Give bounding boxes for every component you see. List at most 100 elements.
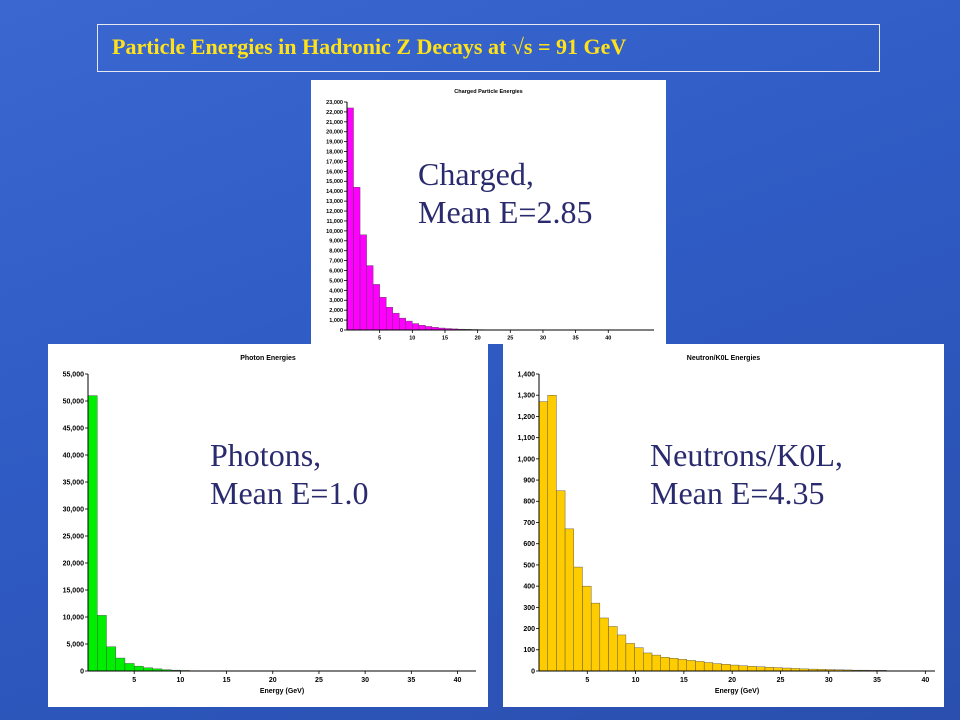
- chart0-bar: [366, 265, 374, 331]
- neutrons-annotation: Neutrons/K0L, Mean E=4.35: [650, 436, 843, 512]
- chart0-y-tick-label: 12,000: [326, 209, 343, 215]
- chart0-bar: [346, 107, 354, 331]
- chart0-bar: [385, 306, 393, 331]
- chart2-y-tick-label: 1,400: [517, 371, 535, 378]
- chart1-y-tick-label: 0: [80, 668, 84, 675]
- chart0-y-tick-label: 18,000: [326, 149, 343, 155]
- chart2-bar: [617, 634, 627, 672]
- slide-title-box: Particle Energies in Hadronic Z Decays a…: [97, 24, 880, 72]
- chart0-y-tick-label: 21,000: [326, 120, 343, 126]
- chart2-bar: [651, 654, 661, 672]
- chart0-y-tick-label: 3,000: [329, 298, 343, 304]
- photon-histogram: Photon Energies 0 5,000 10,000 15,000 20,000 2…: [63, 355, 476, 695]
- chart2-y-tick-label: 1,000: [517, 456, 535, 463]
- chart0-y-tick-label: 5,000: [329, 278, 343, 284]
- chart2-bar: [756, 666, 766, 672]
- chart0-y-tick-label: 22,000: [326, 110, 343, 116]
- chart0-x-tick-label: 15: [442, 336, 448, 342]
- chart2-y-tick-label: 900: [523, 478, 535, 485]
- chart2-y-tick-label: 400: [523, 584, 535, 591]
- chart0-x-tick-label: 5: [378, 336, 381, 342]
- photons-annotation-line1: Photons,: [210, 437, 322, 473]
- chart0-y-tick-label: 19,000: [326, 140, 343, 146]
- chart2-bar: [677, 659, 687, 672]
- chart1-bar: [106, 646, 116, 672]
- neutrons-annotation-line1: Neutrons/K0L,: [650, 437, 843, 473]
- chart2-x-tick-label: 40: [921, 677, 929, 684]
- chart0-y-tick-label: 0: [340, 328, 343, 334]
- chart0-y-tick-label: 14,000: [326, 189, 343, 195]
- chart0-bar: [405, 320, 413, 331]
- chart1-y-tick-label: 50,000: [63, 398, 85, 405]
- chart1-bar: [133, 665, 144, 672]
- chart2-x-tick-label: 35: [873, 677, 881, 684]
- chart0-y-tick-label: 1,000: [329, 318, 343, 324]
- chart1-title: Photon Energies: [240, 355, 296, 362]
- chart2-x-tick-label: 10: [632, 677, 640, 684]
- chart1-y-tick-label: 40,000: [63, 452, 85, 459]
- chart1-x-tick-label: 5: [132, 677, 136, 684]
- chart2-y-tick-label: 1,300: [517, 393, 535, 400]
- chart0-x-tick-label: 25: [507, 336, 513, 342]
- chart1-x-tick-label: 10: [176, 677, 184, 684]
- chart2-bar: [538, 401, 548, 672]
- chart0-bar: [379, 297, 387, 331]
- charged-histogram: Charged Particle Energies 0 1,000 2,000 3,00…: [326, 89, 654, 342]
- chart0-y-tick-label: 6,000: [329, 268, 343, 274]
- chart2-bar: [660, 657, 670, 672]
- chart2-x-tick-label: 20: [728, 677, 736, 684]
- chart0-title: Charged Particle Energies: [454, 89, 522, 95]
- chart2-y-tick-label: 100: [523, 647, 535, 654]
- chart0-y-tick-label: 2,000: [329, 308, 343, 314]
- chart2-title: Neutron/K0L Energies: [687, 355, 760, 362]
- chart2-bar: [669, 658, 679, 672]
- chart2-y-tick-label: 1,200: [517, 414, 535, 421]
- chart2-y-tick-label: 600: [523, 541, 535, 548]
- chart0-y-tick-label: 9,000: [329, 239, 343, 245]
- chart2-x-label: Energy (GeV): [715, 688, 759, 695]
- chart2-bar: [747, 666, 757, 672]
- chart2-y-tick-label: 1,100: [517, 435, 535, 442]
- chart1-y-tick-label: 10,000: [63, 614, 85, 621]
- charged-chart-panel: Charged Particle Energies 0 1,000 2,000 3,00…: [311, 80, 666, 344]
- chart1-x-tick-label: 25: [315, 677, 323, 684]
- chart0-x-tick-label: 35: [573, 336, 579, 342]
- chart2-bar: [773, 667, 783, 672]
- chart1-y-tick-label: 55,000: [63, 371, 85, 378]
- chart2-bar: [643, 652, 653, 672]
- chart2-bar: [547, 395, 557, 672]
- chart2-bar: [764, 666, 774, 672]
- chart2-x-tick-label: 30: [825, 677, 833, 684]
- chart2-bar: [564, 528, 574, 672]
- chart0-y-tick-label: 11,000: [326, 219, 343, 225]
- chart1-bar: [87, 395, 98, 672]
- chart1-x-tick-label: 30: [361, 677, 369, 684]
- chart2-bar: [582, 585, 592, 672]
- neutrons-annotation-line2: Mean E=4.35: [650, 475, 825, 511]
- chart2-bar: [712, 663, 722, 672]
- chart1-x-tick-label: 15: [223, 677, 231, 684]
- chart2-bar: [625, 643, 635, 672]
- chart2-bar: [590, 602, 601, 672]
- chart2-bar: [738, 665, 748, 672]
- charged-annotation-line1: Charged,: [418, 156, 534, 192]
- chart1-x-tick-label: 35: [407, 677, 415, 684]
- chart0-bar: [399, 317, 406, 331]
- chart0-y-tick-label: 10,000: [326, 229, 343, 235]
- chart0-y-tick-label: 13,000: [326, 199, 343, 205]
- slide-title: Particle Energies in Hadronic Z Decays a…: [112, 34, 627, 59]
- chart2-bar: [556, 490, 566, 672]
- chart1-y-tick-label: 35,000: [63, 479, 85, 486]
- chart0-x-tick-label: 30: [540, 336, 546, 342]
- chart0-bar: [353, 187, 361, 331]
- chart1-y-tick-label: 45,000: [63, 425, 85, 432]
- photons-annotation-line2: Mean E=1.0: [210, 475, 369, 511]
- chart1-y-tick-label: 15,000: [63, 587, 85, 594]
- chart0-y-tick-label: 23,000: [326, 100, 343, 106]
- chart2-x-tick-label: 15: [680, 677, 688, 684]
- photon-chart-panel: Photon Energies 0 5,000 10,000 15,000 20,000 2…: [48, 344, 488, 707]
- chart2-y-tick-label: 700: [523, 520, 535, 527]
- neutron-histogram: Neutron/K0L Energies 0 100 200 300 400 500 600 7…: [517, 355, 935, 695]
- chart2-bar: [686, 660, 696, 672]
- chart0-y-tick-label: 20,000: [326, 130, 343, 136]
